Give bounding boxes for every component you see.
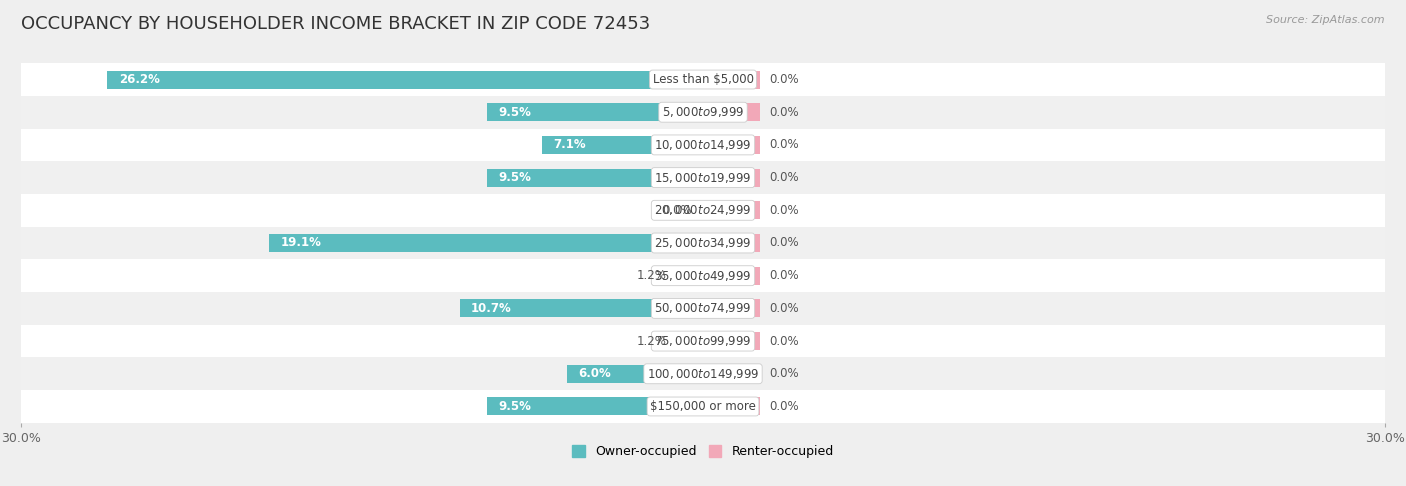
Text: 0.0%: 0.0% bbox=[769, 106, 799, 119]
Text: 0.0%: 0.0% bbox=[769, 237, 799, 249]
Bar bbox=[486, 398, 703, 416]
Bar bbox=[703, 136, 759, 154]
Bar bbox=[21, 96, 1385, 129]
Bar bbox=[21, 292, 1385, 325]
Bar bbox=[21, 226, 1385, 260]
Bar bbox=[703, 103, 759, 121]
Text: 0.0%: 0.0% bbox=[769, 73, 799, 86]
Text: Less than $5,000: Less than $5,000 bbox=[652, 73, 754, 86]
Bar bbox=[460, 299, 703, 317]
Bar bbox=[676, 267, 703, 285]
Bar bbox=[21, 325, 1385, 357]
Text: $100,000 to $149,999: $100,000 to $149,999 bbox=[647, 367, 759, 381]
Bar bbox=[703, 332, 759, 350]
Text: $15,000 to $19,999: $15,000 to $19,999 bbox=[654, 171, 752, 185]
Bar bbox=[486, 103, 703, 121]
Text: 1.2%: 1.2% bbox=[637, 269, 666, 282]
Text: 7.1%: 7.1% bbox=[553, 139, 586, 152]
Text: $35,000 to $49,999: $35,000 to $49,999 bbox=[654, 269, 752, 283]
Text: 1.2%: 1.2% bbox=[637, 334, 666, 347]
Text: 0.0%: 0.0% bbox=[769, 400, 799, 413]
Text: 9.5%: 9.5% bbox=[499, 106, 531, 119]
Text: 0.0%: 0.0% bbox=[769, 269, 799, 282]
Text: $10,000 to $14,999: $10,000 to $14,999 bbox=[654, 138, 752, 152]
Bar bbox=[703, 365, 759, 383]
Text: OCCUPANCY BY HOUSEHOLDER INCOME BRACKET IN ZIP CODE 72453: OCCUPANCY BY HOUSEHOLDER INCOME BRACKET … bbox=[21, 15, 651, 33]
Text: 0.0%: 0.0% bbox=[769, 204, 799, 217]
Text: 0.0%: 0.0% bbox=[769, 367, 799, 380]
Text: 0.0%: 0.0% bbox=[662, 204, 692, 217]
Text: 0.0%: 0.0% bbox=[769, 302, 799, 315]
Text: 0.0%: 0.0% bbox=[769, 139, 799, 152]
Legend: Owner-occupied, Renter-occupied: Owner-occupied, Renter-occupied bbox=[568, 440, 838, 463]
Text: 26.2%: 26.2% bbox=[120, 73, 160, 86]
Text: 0.0%: 0.0% bbox=[769, 171, 799, 184]
Bar bbox=[107, 70, 703, 88]
Bar bbox=[703, 299, 759, 317]
Text: 6.0%: 6.0% bbox=[578, 367, 610, 380]
Text: $25,000 to $34,999: $25,000 to $34,999 bbox=[654, 236, 752, 250]
Text: 9.5%: 9.5% bbox=[499, 400, 531, 413]
Bar bbox=[21, 129, 1385, 161]
Text: $5,000 to $9,999: $5,000 to $9,999 bbox=[662, 105, 744, 119]
Bar bbox=[703, 201, 759, 219]
Bar bbox=[21, 390, 1385, 423]
Bar bbox=[703, 169, 759, 187]
Bar bbox=[486, 169, 703, 187]
Bar bbox=[21, 357, 1385, 390]
Bar bbox=[703, 234, 759, 252]
Text: 9.5%: 9.5% bbox=[499, 171, 531, 184]
Bar bbox=[269, 234, 703, 252]
Text: Source: ZipAtlas.com: Source: ZipAtlas.com bbox=[1267, 15, 1385, 25]
Text: 0.0%: 0.0% bbox=[769, 334, 799, 347]
Text: 19.1%: 19.1% bbox=[280, 237, 321, 249]
Bar bbox=[21, 260, 1385, 292]
Text: $50,000 to $74,999: $50,000 to $74,999 bbox=[654, 301, 752, 315]
Text: 10.7%: 10.7% bbox=[471, 302, 512, 315]
Text: $150,000 or more: $150,000 or more bbox=[650, 400, 756, 413]
Bar bbox=[567, 365, 703, 383]
Bar bbox=[703, 398, 759, 416]
Text: $75,000 to $99,999: $75,000 to $99,999 bbox=[654, 334, 752, 348]
Bar bbox=[541, 136, 703, 154]
Bar bbox=[703, 70, 759, 88]
Bar bbox=[21, 161, 1385, 194]
Bar bbox=[21, 63, 1385, 96]
Text: $20,000 to $24,999: $20,000 to $24,999 bbox=[654, 203, 752, 217]
Bar bbox=[676, 332, 703, 350]
Bar bbox=[703, 267, 759, 285]
Bar bbox=[21, 194, 1385, 226]
